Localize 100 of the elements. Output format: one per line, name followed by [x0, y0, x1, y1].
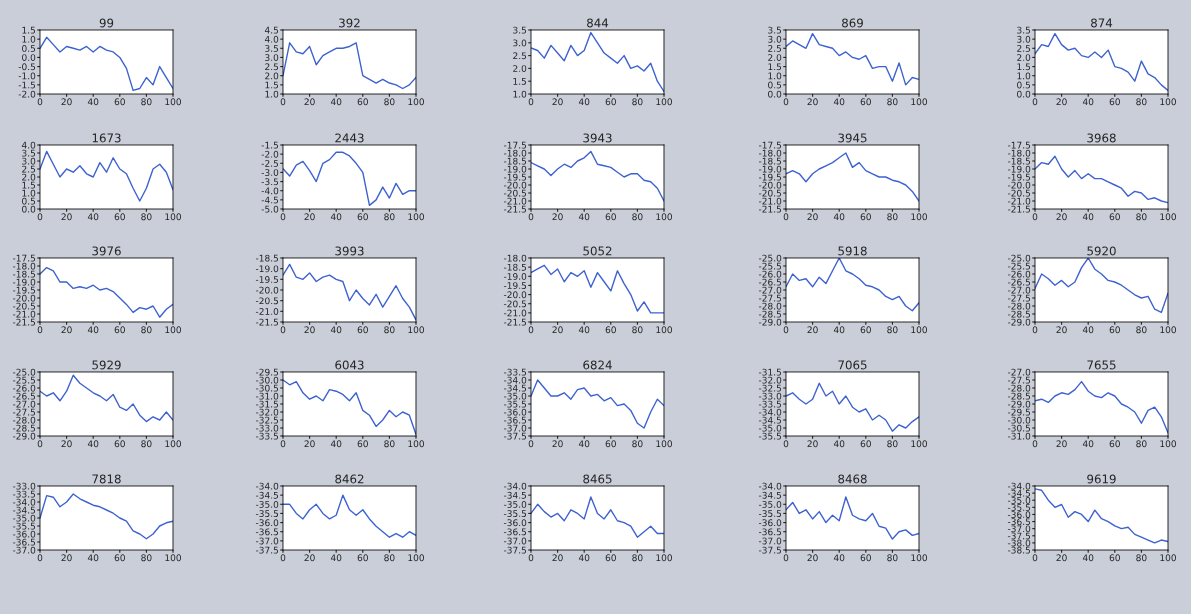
y-tick-label: -35.0: [255, 501, 279, 508]
y-tick-label: -18.0: [758, 149, 782, 157]
line-series: [786, 152, 919, 202]
y-tick-label: -18.0: [503, 149, 527, 157]
y-tick-label: -34.5: [503, 384, 527, 392]
x-tick-label: 20: [552, 213, 563, 221]
x-tick-label: 20: [1056, 326, 1067, 334]
y-tick-label: -34.0: [255, 482, 279, 490]
x-tick-label: 40: [833, 554, 845, 562]
y-tick-label: 1.0: [768, 72, 782, 80]
x-tick-label: 20: [1056, 213, 1067, 221]
y-tick-label: 2.0: [768, 54, 782, 61]
y-tick-label: -27.5: [1007, 294, 1031, 302]
x-tick-label: 60: [860, 440, 871, 448]
line-series: [40, 150, 173, 202]
x-tick-label: 0: [528, 326, 534, 334]
y-tick-label: -38.0: [1007, 539, 1031, 547]
y-tick-label: 2.5: [22, 165, 36, 173]
y-tick-label: 2.5: [513, 52, 527, 60]
x-tick-label: 100: [911, 554, 928, 562]
y-tick-label: -34.0: [758, 408, 782, 416]
y-tick-label: -27.0: [758, 286, 782, 294]
x-tick-label: 80: [1136, 554, 1147, 562]
y-tick-label: -36.5: [1007, 518, 1031, 526]
x-tick-label: 80: [1136, 326, 1147, 334]
y-tick-label: -20.5: [503, 189, 527, 197]
x-tick-label: 100: [1160, 98, 1177, 106]
y-tick-label: 1.5: [22, 26, 36, 34]
x-tick-label: 80: [384, 554, 395, 562]
y-tick-label: 4.5: [264, 26, 279, 34]
x-tick-label: 100: [1160, 213, 1177, 221]
x-tick-label: 80: [1136, 213, 1147, 221]
y-tick-label: -32.5: [758, 384, 782, 392]
y-tick-label: 0.0: [768, 90, 782, 98]
y-tick-label: 1.0: [1017, 72, 1031, 80]
y-tick-label: -20.0: [1007, 181, 1031, 189]
chart-title: 7818: [92, 474, 121, 484]
y-tick-label: 1.5: [1017, 63, 1031, 71]
y-tick-label: 1.5: [265, 81, 279, 89]
x-tick-label: 60: [357, 213, 368, 221]
chart-title: 1673: [92, 133, 121, 143]
y-tick-label: -20.5: [758, 189, 782, 197]
y-tick-label: -34.0: [1007, 482, 1031, 490]
x-tick-label: 80: [141, 554, 152, 562]
y-tick-label: -35.0: [12, 514, 36, 522]
x-tick-label: 100: [408, 554, 425, 562]
x-tick-label: 40: [87, 98, 99, 106]
y-tick-label: -19.5: [255, 276, 279, 283]
x-tick-label: 60: [605, 326, 616, 334]
x-tick-label: 0: [528, 440, 534, 448]
x-tick-label: 100: [1160, 326, 1177, 334]
y-tick-label: -1.5: [261, 141, 279, 149]
line-series: [531, 379, 664, 429]
y-tick-label: -0.5: [18, 63, 36, 71]
y-tick-label: -19.5: [503, 173, 527, 181]
x-tick-label: 20: [1056, 554, 1067, 562]
y-tick-label: -4.0: [261, 187, 279, 195]
x-tick-label: 80: [632, 326, 643, 334]
x-tick-label: 100: [165, 326, 182, 334]
x-tick-label: 100: [408, 98, 425, 106]
y-tick-label: -35.5: [255, 510, 279, 517]
y-tick-label: -28.5: [1007, 310, 1031, 318]
x-tick-label: 20: [304, 326, 315, 334]
x-tick-label: 100: [656, 440, 673, 448]
y-tick-label: 3.5: [1017, 26, 1031, 34]
x-tick-label: 60: [1109, 554, 1120, 562]
y-tick-label: -35.5: [12, 522, 36, 530]
chart-title: 5052: [583, 246, 612, 256]
x-tick-label: 20: [61, 98, 72, 106]
y-tick-label: -29.5: [1007, 408, 1031, 416]
y-tick-label: -35.5: [758, 510, 782, 517]
x-tick-label: 100: [408, 326, 425, 334]
x-tick-label: 40: [330, 98, 342, 106]
line-series: [531, 496, 664, 538]
y-tick-label: -35.5: [1007, 504, 1031, 511]
chart-title: 2443: [335, 133, 364, 143]
x-tick-label: 20: [552, 554, 563, 562]
y-tick-label: -31.0: [1007, 432, 1031, 440]
x-tick-label: 80: [141, 98, 152, 106]
chart-title: 869: [842, 18, 863, 28]
x-tick-label: 60: [860, 554, 871, 562]
y-tick-label: -27.5: [758, 294, 782, 302]
x-tick-label: 0: [783, 98, 789, 106]
line-series: [40, 266, 173, 318]
y-tick-label: -30.5: [1007, 424, 1031, 432]
x-tick-label: 80: [384, 98, 395, 106]
x-tick-label: 80: [887, 213, 898, 221]
y-tick-label: -34.0: [12, 498, 36, 506]
x-tick-label: 60: [114, 98, 125, 106]
y-tick-label: 2.0: [1017, 54, 1031, 61]
y-tick-label: -20.5: [1007, 189, 1031, 197]
y-tick-label: 1.5: [768, 63, 782, 71]
x-tick-label: 40: [578, 440, 590, 448]
y-tick-label: -19.5: [12, 286, 36, 294]
y-tick-label: -19.0: [1007, 165, 1031, 173]
y-tick-label: -27.0: [1007, 368, 1031, 376]
y-tick-label: -36.0: [12, 530, 36, 538]
x-tick-label: 0: [783, 554, 789, 562]
y-tick-label: -19.0: [12, 278, 36, 286]
y-tick-label: -21.5: [758, 205, 782, 213]
